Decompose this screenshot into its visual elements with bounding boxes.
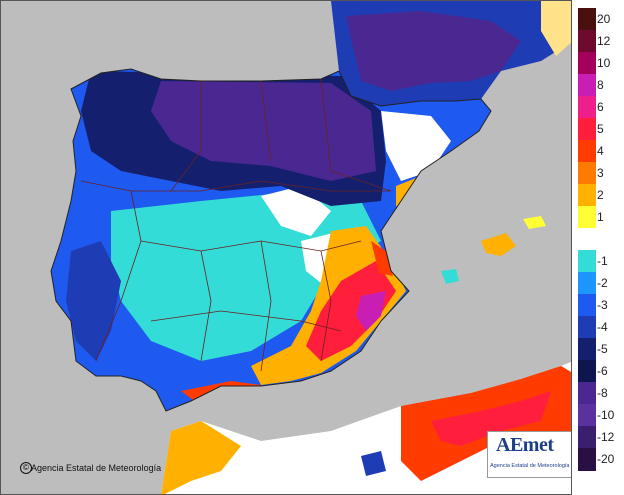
credit-text: Agencia Estatal de Meteorología — [31, 463, 162, 473]
legend-swatch — [578, 52, 596, 75]
legend-swatch — [578, 140, 596, 163]
color-legend: 20 12 10 8 6 5 4 3 2 1 -1 -2 -3 -4 -5 -6 -8 -10 -12 -20 — [575, 8, 624, 478]
north-africa-land — [161, 361, 571, 494]
legend-tick-label: -1 — [597, 254, 608, 268]
legend-tick-label: -12 — [597, 430, 615, 444]
menorca — [523, 216, 546, 229]
legend-swatch — [578, 250, 596, 273]
legend-tick-label: -2 — [597, 276, 608, 290]
aemet-logo: AEmet Agencia Estatal de Meteorología — [487, 431, 571, 478]
france-warm-corner — [541, 1, 571, 56]
legend-tick-label: -4 — [597, 320, 608, 334]
legend-tick-label: 8 — [597, 78, 604, 92]
logo-subtitle: Agencia Estatal de Meteorología — [490, 463, 570, 469]
west-cold-zone — [66, 241, 121, 361]
legend-swatch — [578, 74, 596, 97]
admin-borders — [80, 78, 392, 372]
legend-swatch — [578, 8, 596, 31]
logo-wordmark: AEmet — [496, 434, 554, 456]
legend-tick-label: -5 — [597, 342, 608, 356]
legend-swatch — [578, 360, 596, 383]
morocco-warm — [161, 421, 241, 494]
iberia-coastline — [50, 68, 492, 412]
legend-tick-label: -20 — [597, 452, 615, 466]
legend-tick-label: 3 — [597, 166, 604, 180]
legend-swatch — [578, 96, 596, 119]
legend-tick-label: 6 — [597, 100, 604, 114]
copyright-icon: © — [20, 462, 32, 474]
southeast-hot-zone — [306, 261, 396, 361]
central-cool-zone — [111, 191, 381, 361]
legend-swatch — [578, 206, 596, 229]
legend-swatch — [578, 294, 596, 317]
legend-swatch — [578, 404, 596, 427]
legend-tick-label: 12 — [597, 34, 611, 48]
legend-tick-label: 5 — [597, 122, 604, 136]
valencia-hotspot — [371, 241, 393, 276]
legend-tick-label: 10 — [597, 56, 611, 70]
legend-swatch — [578, 448, 596, 471]
legend-swatch — [578, 162, 596, 185]
ibiza — [441, 269, 459, 284]
legend-tick-label: 1 — [597, 210, 604, 224]
legend-tick-label: 2 — [597, 188, 604, 202]
north-very-cold-core — [151, 81, 376, 181]
north-africa-hotter — [431, 391, 551, 446]
legend-tick-label: -10 — [597, 408, 615, 422]
legend-swatch — [578, 316, 596, 339]
atlas-cold-spot — [361, 451, 386, 476]
legend-swatch — [578, 272, 596, 295]
legend-swatch — [578, 30, 596, 53]
legend-tick-label: 4 — [597, 144, 604, 158]
anomaly-map: © Agencia Estatal de Meteorología AEmet … — [0, 0, 572, 495]
legend-swatch — [578, 228, 596, 251]
map-canvas — [1, 1, 571, 494]
legend-swatch — [578, 426, 596, 449]
legend-tick-label: -6 — [597, 364, 608, 378]
legend-swatch — [578, 118, 596, 141]
legend-swatch — [578, 338, 596, 361]
legend-tick-label: 20 — [597, 12, 611, 26]
murcia-hotspot — [356, 291, 386, 331]
legend-swatch — [578, 382, 596, 405]
france-cold-core — [346, 11, 521, 91]
legend-tick-label: -3 — [597, 298, 608, 312]
mallorca — [481, 233, 516, 256]
legend-swatch — [578, 184, 596, 207]
legend-tick-label: -8 — [597, 386, 608, 400]
